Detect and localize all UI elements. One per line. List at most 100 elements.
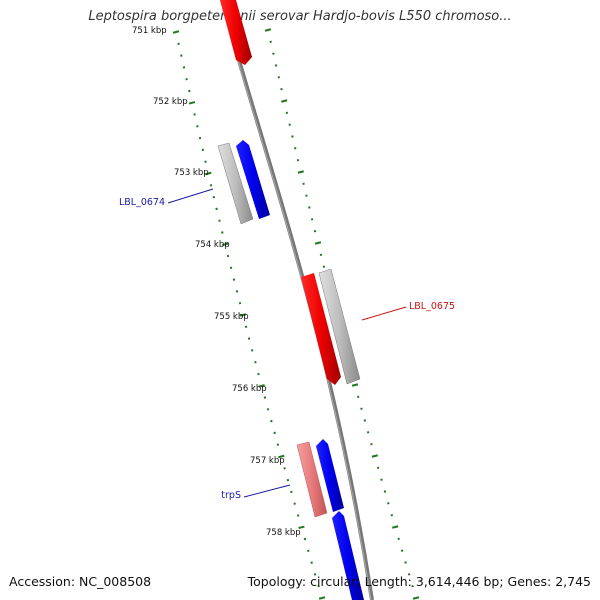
minor-tick — [308, 206, 311, 209]
minor-tick — [376, 466, 380, 470]
minor-tick — [305, 194, 308, 197]
minor-tick — [198, 136, 202, 140]
major-tick — [318, 596, 326, 600]
minor-tick — [244, 325, 248, 329]
minor-tick — [291, 135, 294, 138]
minor-tick — [313, 573, 317, 576]
major-tick — [222, 242, 229, 247]
minor-tick — [383, 490, 387, 493]
major-tick — [264, 28, 272, 32]
major-tick — [314, 241, 322, 245]
map-title: Leptospira borgpetersenii serovar Hardjo… — [88, 9, 512, 24]
major-tick — [351, 383, 359, 387]
minor-tick — [232, 278, 236, 281]
minor-tick — [247, 337, 251, 340]
minor-tick — [296, 158, 300, 162]
minor-tick — [201, 148, 205, 152]
minor-tick — [313, 229, 317, 233]
leader-line — [167, 188, 214, 204]
minor-tick — [366, 431, 370, 434]
tick-labels: 751 kbp 752 kbp 753 kbp 754 kbp 755 kbp … — [132, 26, 301, 538]
accession-text: Accession: NC_008508 — [9, 574, 152, 589]
minor-tick — [257, 372, 260, 376]
minor-tick — [276, 443, 280, 446]
tick-label: 755 kbp — [214, 312, 249, 322]
minor-tick — [185, 77, 188, 81]
major-tick — [298, 525, 305, 530]
minor-tick — [303, 537, 307, 541]
minor-tick — [322, 265, 326, 268]
minor-tick — [310, 561, 313, 564]
gene-feature — [217, 142, 254, 225]
minor-tick — [221, 231, 224, 234]
major-tick — [371, 454, 378, 458]
reverse-cds-feature — [220, 0, 252, 65]
minor-tick — [288, 123, 291, 126]
minor-tick — [235, 290, 239, 293]
reverse-cds-feature — [301, 273, 341, 385]
tick-label: 757 kbp — [250, 456, 285, 466]
major-tick — [258, 384, 265, 388]
minor-tick — [404, 561, 407, 564]
backbone — [220, 0, 374, 600]
tick-label: 751 kbp — [132, 26, 167, 36]
minor-tick — [356, 395, 360, 399]
minor-tick — [407, 573, 411, 576]
minor-tick — [238, 301, 242, 305]
minor-tick — [218, 219, 221, 222]
minor-tick — [380, 478, 383, 481]
minor-tick — [400, 549, 404, 552]
gene-label-lbl-0675: LBL_0675 — [409, 301, 455, 312]
minor-tick — [204, 160, 207, 163]
minor-tick — [250, 349, 254, 352]
minor-tick — [293, 502, 296, 505]
minor-tick — [254, 360, 257, 364]
gene-label-trps: trpS — [221, 490, 241, 501]
minor-tick — [411, 584, 414, 588]
minor-tick — [215, 207, 218, 211]
major-tick — [239, 313, 247, 317]
minor-tick — [229, 266, 233, 270]
minor-tick — [277, 76, 281, 79]
minor-tick — [272, 52, 275, 55]
major-tick — [392, 525, 399, 529]
tick-label: 758 kbp — [266, 528, 301, 538]
minor-tick — [280, 87, 283, 91]
inner-tick-ring — [172, 30, 326, 600]
leader-line — [243, 484, 291, 498]
features — [217, 0, 364, 600]
rna-feature — [296, 441, 328, 518]
minor-tick — [177, 42, 180, 46]
tick-label: 753 kbp — [174, 168, 209, 178]
minor-tick — [370, 442, 373, 446]
forward-cds-feature — [236, 140, 270, 219]
minor-tick — [397, 537, 400, 541]
minor-tick — [180, 54, 183, 57]
minor-tick — [296, 514, 300, 517]
major-tick — [412, 596, 420, 600]
tick-label: 752 kbp — [153, 97, 188, 107]
minor-tick — [390, 513, 394, 517]
minor-tick — [317, 584, 320, 588]
minor-tick — [270, 419, 273, 423]
minor-tick — [302, 182, 305, 186]
major-tick — [188, 101, 196, 105]
minor-tick — [285, 111, 289, 115]
forward-cds-feature — [316, 439, 344, 512]
minor-tick — [182, 66, 186, 69]
minor-tick — [293, 147, 297, 150]
major-tick — [297, 170, 304, 174]
minor-tick — [387, 502, 390, 505]
minor-tick — [212, 195, 216, 199]
minor-tick — [360, 407, 363, 410]
minor-tick — [307, 549, 310, 553]
tick-label: 756 kbp — [232, 384, 267, 394]
minor-tick — [193, 113, 196, 116]
gene-label-lbl-0674: LBL_0674 — [119, 197, 165, 208]
gene-labels: LBL_0674 LBL_0675 trpS — [119, 188, 455, 501]
minor-tick — [363, 419, 367, 422]
major-tick — [278, 454, 285, 459]
major-tick — [281, 99, 288, 103]
minor-tick — [263, 396, 267, 399]
